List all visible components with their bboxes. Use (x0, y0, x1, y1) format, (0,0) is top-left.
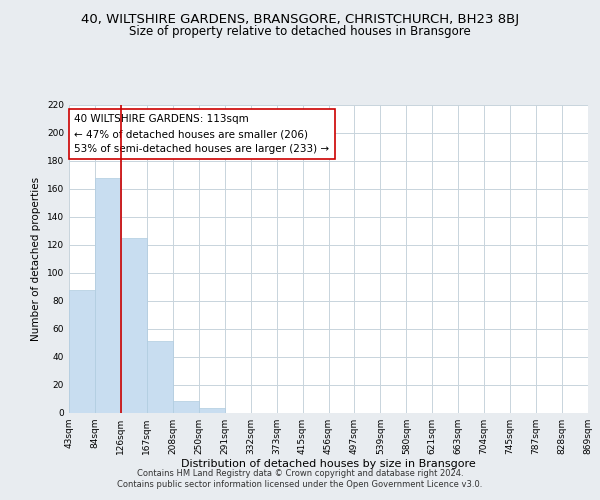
Y-axis label: Number of detached properties: Number of detached properties (31, 176, 41, 341)
Bar (199, 408, 224, 412)
Text: Size of property relative to detached houses in Bransgore: Size of property relative to detached ho… (129, 25, 471, 38)
Text: 40, WILTSHIRE GARDENS, BRANSGORE, CHRISTCHURCH, BH23 8BJ: 40, WILTSHIRE GARDENS, BRANSGORE, CHRIST… (81, 12, 519, 26)
Text: Contains public sector information licensed under the Open Government Licence v3: Contains public sector information licen… (118, 480, 482, 489)
Bar (69, 290, 95, 412)
Bar (95, 178, 121, 412)
Bar (173, 402, 199, 412)
Text: Contains HM Land Registry data © Crown copyright and database right 2024.: Contains HM Land Registry data © Crown c… (137, 468, 463, 477)
Bar (121, 238, 147, 412)
Bar (147, 341, 173, 412)
X-axis label: Distribution of detached houses by size in Bransgore: Distribution of detached houses by size … (181, 460, 476, 469)
Text: 40 WILTSHIRE GARDENS: 113sqm
← 47% of detached houses are smaller (206)
53% of s: 40 WILTSHIRE GARDENS: 113sqm ← 47% of de… (74, 114, 329, 154)
